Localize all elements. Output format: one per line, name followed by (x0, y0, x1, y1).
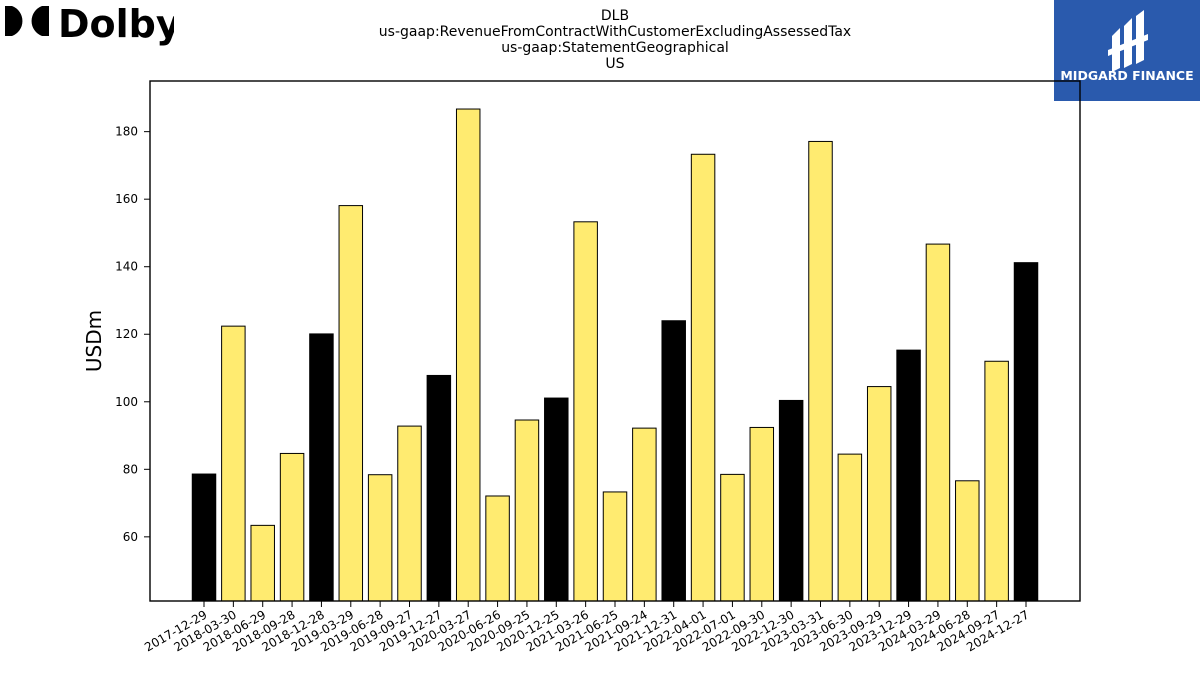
chart-title-line: US (605, 56, 624, 72)
y-axis-label: USDm (82, 310, 106, 372)
chart-title: DLBus-gaap:RevenueFromContractWithCustom… (379, 8, 851, 72)
bar (690, 153, 716, 602)
bars (191, 108, 1039, 602)
y-axis-label-group: USDm (82, 310, 106, 372)
y-tick-label: 160 (115, 192, 138, 206)
bar (955, 480, 980, 602)
bar (573, 221, 598, 602)
y-tick-label: 180 (115, 125, 138, 139)
bar (426, 374, 452, 602)
bar (749, 426, 775, 602)
chart-title-line: DLB (601, 8, 629, 24)
dolby-logo: Dolby (5, 4, 174, 46)
midgard-logo-text: MIDGARD FINANCE (1060, 68, 1193, 83)
y-tick-label: 140 (115, 260, 138, 274)
y-axis: 60 80 100 120 140 160 180 (115, 125, 150, 544)
bar (866, 386, 892, 602)
bar (397, 425, 422, 602)
bar (338, 205, 364, 602)
bar (1013, 262, 1039, 602)
bar (485, 495, 510, 602)
bar (632, 427, 657, 602)
bar (455, 108, 481, 602)
midgard-finance-logo: MIDGARD FINANCE (1054, 0, 1200, 101)
y-tick-label: 100 (115, 395, 138, 409)
bar (925, 243, 951, 602)
bar (279, 452, 305, 602)
bar (191, 473, 217, 602)
bar (250, 524, 275, 602)
bar (514, 419, 540, 602)
bar (661, 320, 686, 602)
y-tick-label: 60 (123, 530, 138, 544)
dolby-double-d-left-shape (5, 6, 23, 36)
bar (778, 399, 804, 602)
dolby-logo-text: Dolby (58, 4, 174, 46)
bar (808, 140, 833, 602)
chart-title-line: us-gaap:StatementGeographical (501, 40, 729, 56)
bar (896, 349, 921, 602)
bar (984, 360, 1009, 602)
bar (602, 491, 628, 602)
y-tick-label: 80 (123, 462, 138, 476)
bar (720, 473, 745, 602)
bar (221, 325, 246, 602)
bar (309, 333, 334, 602)
x-axis: 2017-12-292018-03-302018-06-292018-09-28… (142, 601, 1032, 654)
bar (367, 474, 393, 602)
bar (837, 453, 863, 602)
y-tick-label: 120 (115, 327, 138, 341)
midgard-emblem-icon: MIDGARD FINANCE (1060, 10, 1194, 83)
plot-frame (149, 80, 1081, 602)
chart-title-line: us-gaap:RevenueFromContractWithCustomerE… (379, 24, 851, 40)
dolby-double-d-right-shape (31, 6, 49, 36)
bar (544, 397, 569, 602)
